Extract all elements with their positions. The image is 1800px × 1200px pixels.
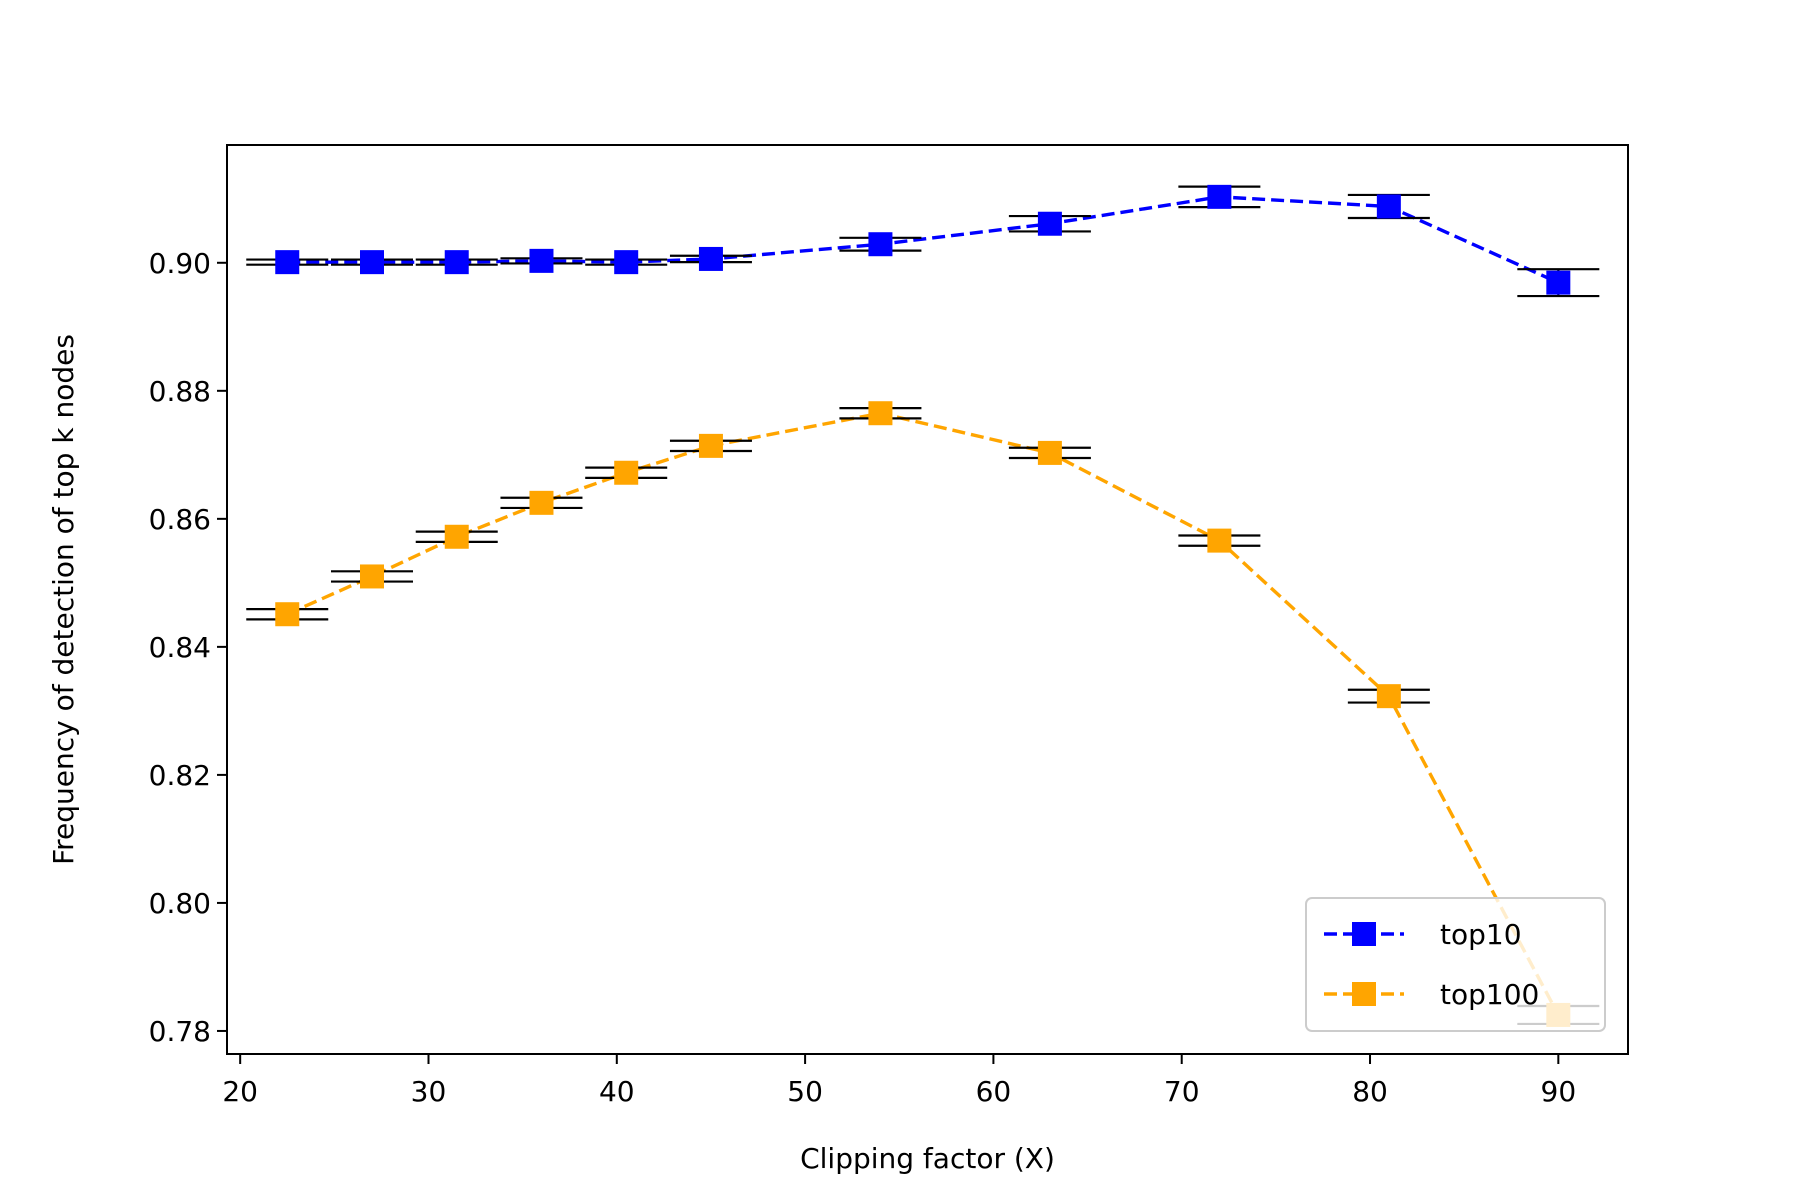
- x-tick-label: 70: [1164, 1075, 1200, 1108]
- data-point-top100: [275, 602, 300, 627]
- legend-label-top100: top100: [1440, 978, 1539, 1011]
- x-axis-label: Clipping factor (X): [800, 1142, 1055, 1175]
- legend-box: [1305, 897, 1606, 1032]
- data-point-top10: [1037, 211, 1062, 236]
- data-point-top100: [359, 564, 384, 589]
- data-point-top100: [868, 401, 893, 426]
- data-point-top10: [868, 232, 893, 257]
- y-tick-label: 0.78: [149, 1015, 211, 1048]
- y-tick-label: 0.82: [149, 759, 211, 792]
- x-tick-label: 90: [1541, 1075, 1577, 1108]
- data-point-top100: [529, 490, 554, 515]
- data-point-top10: [1376, 194, 1401, 219]
- data-point-top100: [1207, 528, 1232, 553]
- y-tick-label: 0.80: [149, 887, 211, 920]
- data-point-top100: [1376, 684, 1401, 709]
- x-tick-label: 80: [1352, 1075, 1388, 1108]
- data-point-top100: [698, 433, 723, 458]
- data-point-top10: [1207, 184, 1232, 209]
- x-tick-label: 60: [976, 1075, 1012, 1108]
- x-tick-label: 40: [599, 1075, 635, 1108]
- y-tick-label: 0.86: [149, 503, 211, 536]
- data-point-top10: [359, 250, 384, 275]
- data-point-top10: [275, 250, 300, 275]
- data-point-top10: [614, 250, 639, 275]
- legend: top10 top100: [1305, 897, 1606, 1032]
- y-axis-label: Frequency of detection of top k nodes: [47, 334, 80, 865]
- x-tick-label: 20: [222, 1075, 258, 1108]
- data-point-top10: [529, 248, 554, 273]
- data-point-top10: [1546, 270, 1571, 295]
- data-point-top100: [1037, 440, 1062, 465]
- data-point-top100: [444, 524, 469, 549]
- legend-label-top10: top10: [1440, 918, 1522, 951]
- plot-content: [246, 184, 1600, 1027]
- y-tick-label: 0.90: [149, 247, 211, 280]
- data-point-top100: [614, 460, 639, 485]
- y-tick-label: 0.84: [149, 631, 211, 664]
- legend-marker-top10: [1352, 922, 1376, 946]
- plot-frame: [226, 144, 1629, 1055]
- axes-ticks: 20 30 40 50 60 70 80 90 0.78 0.80 0.82 0.84 0.86 0.88…: [149, 247, 1576, 1108]
- y-tick-label: 0.88: [149, 375, 211, 408]
- x-tick-label: 50: [787, 1075, 823, 1108]
- legend-marker-top100: [1352, 982, 1376, 1006]
- x-tick-label: 30: [411, 1075, 447, 1108]
- data-point-top10: [444, 250, 469, 275]
- data-point-top10: [698, 246, 723, 271]
